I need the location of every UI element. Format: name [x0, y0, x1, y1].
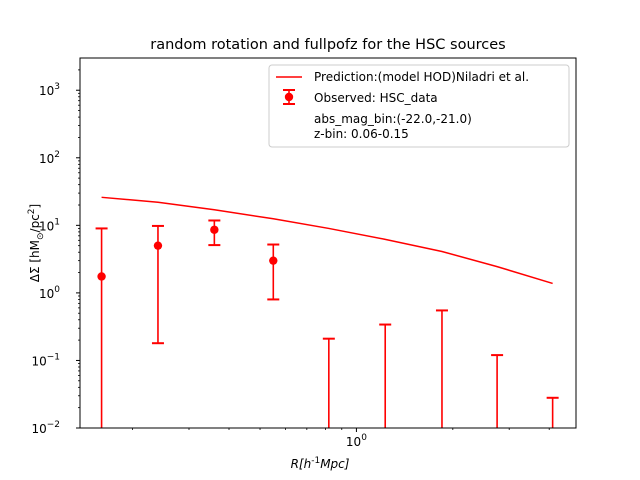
y-tick-label: 101 — [39, 217, 60, 233]
legend-point-handle — [284, 92, 294, 102]
data-point — [210, 225, 219, 234]
y-tick-label: 103 — [39, 82, 60, 98]
plot-marks — [95, 196, 559, 428]
legend-label-observed: Observed: HSC_data — [314, 91, 438, 105]
legend-note-z-bin: z-bin: 0.06-0.15 — [314, 127, 409, 141]
y-tick-label: 102 — [39, 150, 60, 166]
y-tick-label: 100 — [39, 285, 60, 301]
plot-frame — [79, 57, 577, 429]
legend: Prediction:(model HOD)Niladri et al. Obse… — [268, 64, 570, 148]
y-axis-label: ΔΣ [hM⊙/pc2] — [27, 204, 46, 282]
legend-label-prediction: Prediction:(model HOD)Niladri et al. — [314, 70, 529, 84]
data-point — [97, 272, 106, 281]
y-tick-label: 10−1 — [31, 352, 60, 368]
chart-title: random rotation and fullpofz for the HSC… — [150, 37, 505, 53]
y-axis-ticks: 10−2 10−1 100 101 102 103 — [31, 69, 80, 436]
prediction-line — [101, 196, 553, 285]
legend-box — [268, 64, 570, 148]
x-tick-label: 100 — [346, 433, 367, 449]
x-axis-label: R[h-1Mpc] — [291, 456, 350, 471]
data-point — [269, 256, 278, 265]
legend-note-abs-mag: abs_mag_bin:(-22.0,-21.0) — [314, 112, 472, 126]
data-point — [153, 241, 163, 250]
x-axis-ticks: 100 — [132, 428, 550, 449]
y-tick-label: 10−2 — [31, 420, 60, 436]
